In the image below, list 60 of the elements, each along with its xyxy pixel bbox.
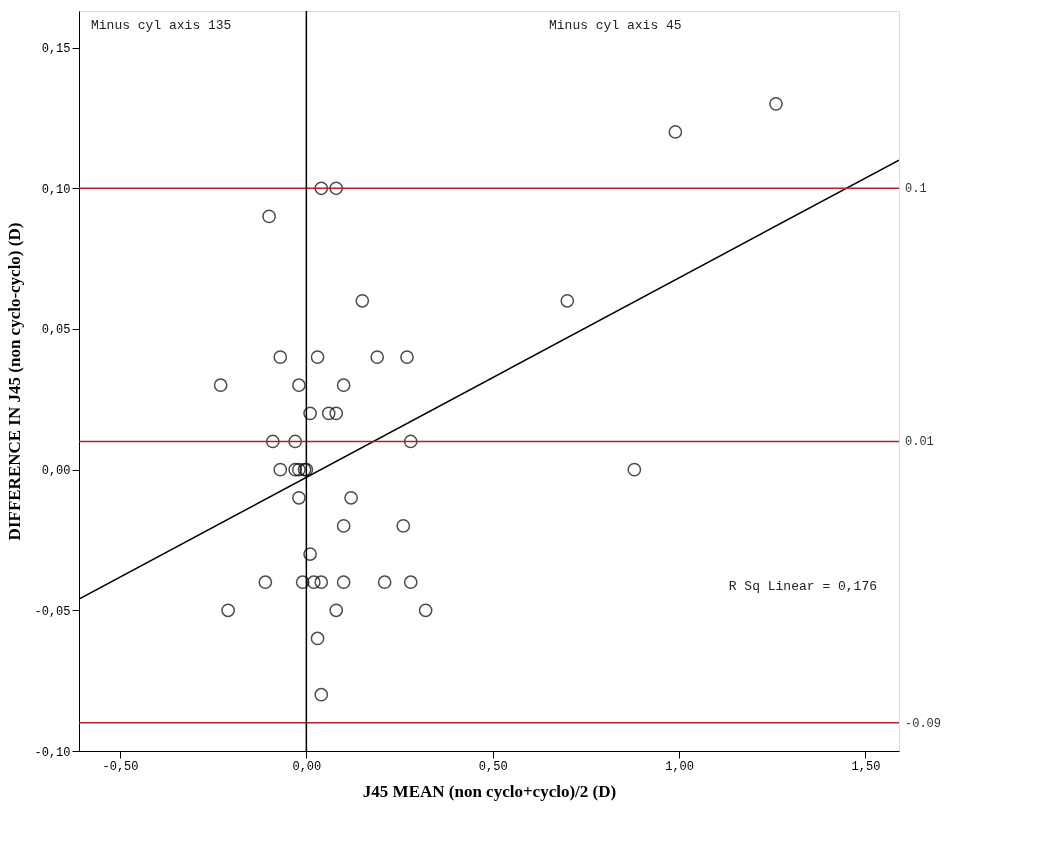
point <box>370 350 385 364</box>
point <box>321 406 336 421</box>
point <box>344 490 358 505</box>
point <box>668 125 683 139</box>
y-axis-title: DIFFERENCE IN J45 (non cyclo-cyclo) (D) <box>5 222 25 541</box>
ref-line-label: 0.01 <box>905 435 934 450</box>
point <box>627 462 642 477</box>
x-tick-label: 1,00 <box>665 759 694 774</box>
point <box>258 575 273 590</box>
y-tick-label: 0,15 <box>41 42 71 57</box>
x-tick-label: 1,50 <box>851 759 881 774</box>
point <box>355 293 370 308</box>
point <box>329 603 344 618</box>
point <box>400 350 414 364</box>
x-tick-label: 0,00 <box>292 759 322 774</box>
annotation: R Sq Linear = 0,176 <box>728 579 877 594</box>
point <box>769 96 783 111</box>
y-tick-label: -0,10 <box>34 745 71 760</box>
point <box>418 603 433 618</box>
x-tick-label: -0,50 <box>102 759 139 774</box>
x-axis-title: J45 MEAN (non cyclo+cyclo)/2 (D) <box>362 781 617 801</box>
y-tick-label: 0,10 <box>41 182 71 197</box>
point <box>314 687 329 702</box>
point <box>336 519 351 533</box>
point <box>403 575 418 590</box>
point <box>288 434 303 449</box>
point <box>310 350 325 364</box>
ref-line-label: 0.1 <box>905 182 927 197</box>
point <box>377 575 392 590</box>
point <box>396 519 411 533</box>
annotation: Minus cyl axis 45 <box>549 18 682 33</box>
y-tick-label: 0,00 <box>41 464 71 479</box>
point <box>292 462 306 477</box>
point <box>336 575 351 590</box>
y-tick-label: -0,05 <box>34 604 71 619</box>
annotation: Minus cyl axis 135 <box>91 18 232 33</box>
point <box>288 462 303 477</box>
point <box>292 490 306 505</box>
point <box>213 378 228 393</box>
point <box>329 406 344 421</box>
point <box>265 434 280 449</box>
point <box>292 378 306 393</box>
point <box>221 603 235 618</box>
point <box>303 406 317 421</box>
point <box>314 575 329 590</box>
ref-line-label: -0.09 <box>905 716 942 731</box>
y-tick-label: 0,05 <box>41 323 71 338</box>
point <box>273 350 288 364</box>
point <box>336 378 351 393</box>
point <box>310 631 325 646</box>
point <box>303 547 317 561</box>
point <box>262 209 276 224</box>
point <box>560 293 575 308</box>
point <box>314 181 329 196</box>
point <box>403 434 418 449</box>
point <box>306 575 321 590</box>
x-tick-label: 0,50 <box>478 759 508 774</box>
point <box>295 575 310 590</box>
point <box>329 181 344 196</box>
point <box>273 462 288 477</box>
